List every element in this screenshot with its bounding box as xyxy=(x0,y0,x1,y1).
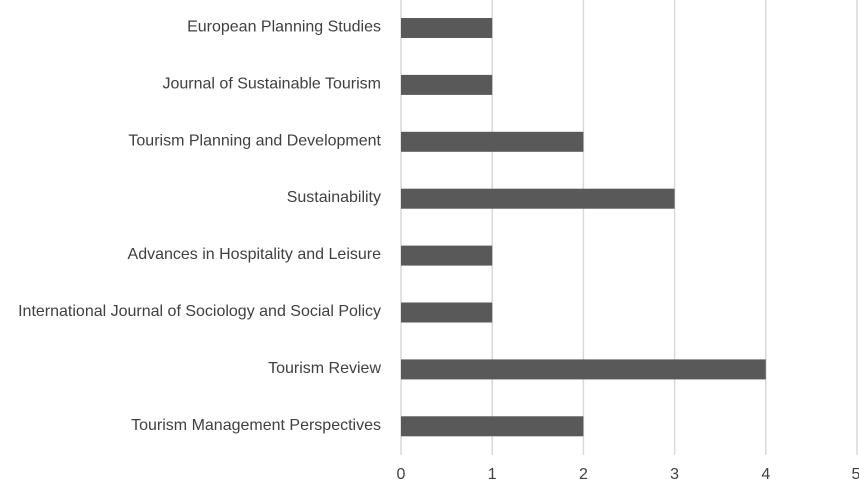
category-label: Tourism Review xyxy=(268,360,381,377)
x-tick-label: 5 xyxy=(852,466,859,483)
category-label: Tourism Management Perspectives xyxy=(131,417,381,434)
category-label: European Planning Studies xyxy=(187,19,381,36)
gridlines xyxy=(400,0,858,455)
bar xyxy=(401,74,493,95)
x-tick-label: 2 xyxy=(579,466,588,483)
x-tick-label: 1 xyxy=(488,466,497,483)
category-label: Advances in Hospitality and Leisure xyxy=(128,246,382,263)
x-tick-label: 0 xyxy=(397,466,406,483)
category-label: International Journal of Sociology and S… xyxy=(18,303,381,320)
x-tick-label: 4 xyxy=(761,466,770,483)
bar xyxy=(401,416,584,437)
bar xyxy=(401,131,584,152)
bar xyxy=(401,302,493,323)
x-axis-tick-labels: 0 1 2 3 4 5 xyxy=(397,466,859,483)
bar xyxy=(401,188,675,209)
category-label: Sustainability xyxy=(287,189,381,206)
category-labels: European Planning Studies Journal of Sust… xyxy=(18,19,381,434)
bar xyxy=(401,359,766,380)
bar xyxy=(401,245,493,266)
bar xyxy=(401,18,493,38)
category-label: Tourism Planning and Development xyxy=(128,132,381,149)
x-tick-label: 3 xyxy=(670,466,679,483)
bars xyxy=(401,18,766,437)
category-label: Journal of Sustainable Tourism xyxy=(163,75,382,92)
